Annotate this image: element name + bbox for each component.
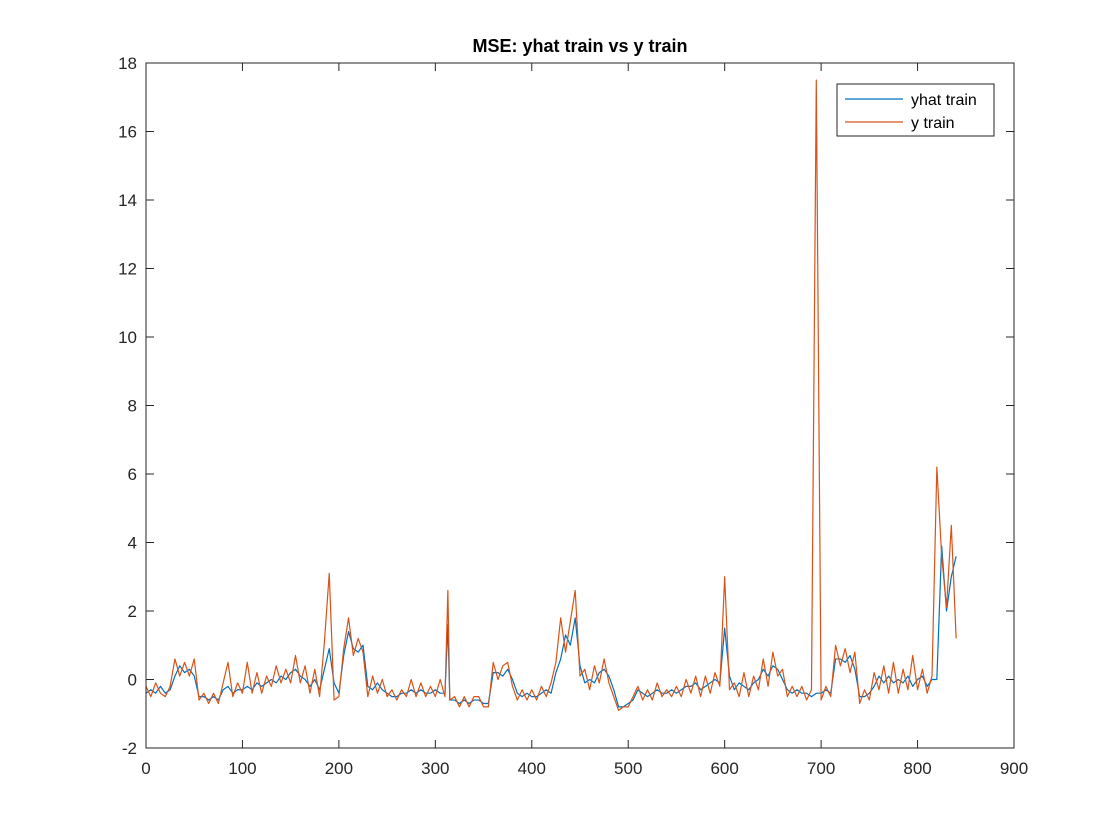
chart-title: MSE: yhat train vs y train [472, 36, 687, 56]
x-tick-label: 200 [325, 759, 353, 778]
y-tick-label: 18 [118, 54, 137, 73]
x-tick-label: 400 [518, 759, 546, 778]
x-tick-label: 300 [421, 759, 449, 778]
x-tick-label: 0 [141, 759, 150, 778]
series-layer [145, 79, 957, 711]
x-tick-label: 600 [710, 759, 738, 778]
y-tick-label: 16 [118, 123, 137, 142]
y-tick-label: -2 [122, 739, 137, 758]
legend-box [836, 83, 995, 137]
x-tick-label: 900 [1000, 759, 1028, 778]
x-tick-label: 500 [614, 759, 642, 778]
x-tick-label: 800 [903, 759, 931, 778]
legend: yhat train y train [836, 83, 995, 137]
y-tick-label: 6 [128, 465, 137, 484]
y-tick-label: 4 [128, 534, 137, 553]
y-tick-label: 14 [118, 191, 137, 210]
y-tick-label: 8 [128, 397, 137, 416]
x-tick-label: 100 [228, 759, 256, 778]
legend-label-yhat-train: yhat train [911, 92, 977, 109]
legend-label-y-train: y train [911, 115, 955, 132]
ticks-layer: 0 100 200 300 400 500 600 700 800 900-20246810121… [118, 54, 1028, 778]
y-tick-label: 2 [128, 602, 137, 621]
plot-area [146, 63, 1014, 748]
y-tick-label: 12 [118, 260, 137, 279]
x-tick-label: 700 [807, 759, 835, 778]
series-line-y-train [145, 79, 957, 711]
y-tick-label: 10 [118, 328, 137, 347]
y-tick-label: 0 [128, 671, 137, 690]
